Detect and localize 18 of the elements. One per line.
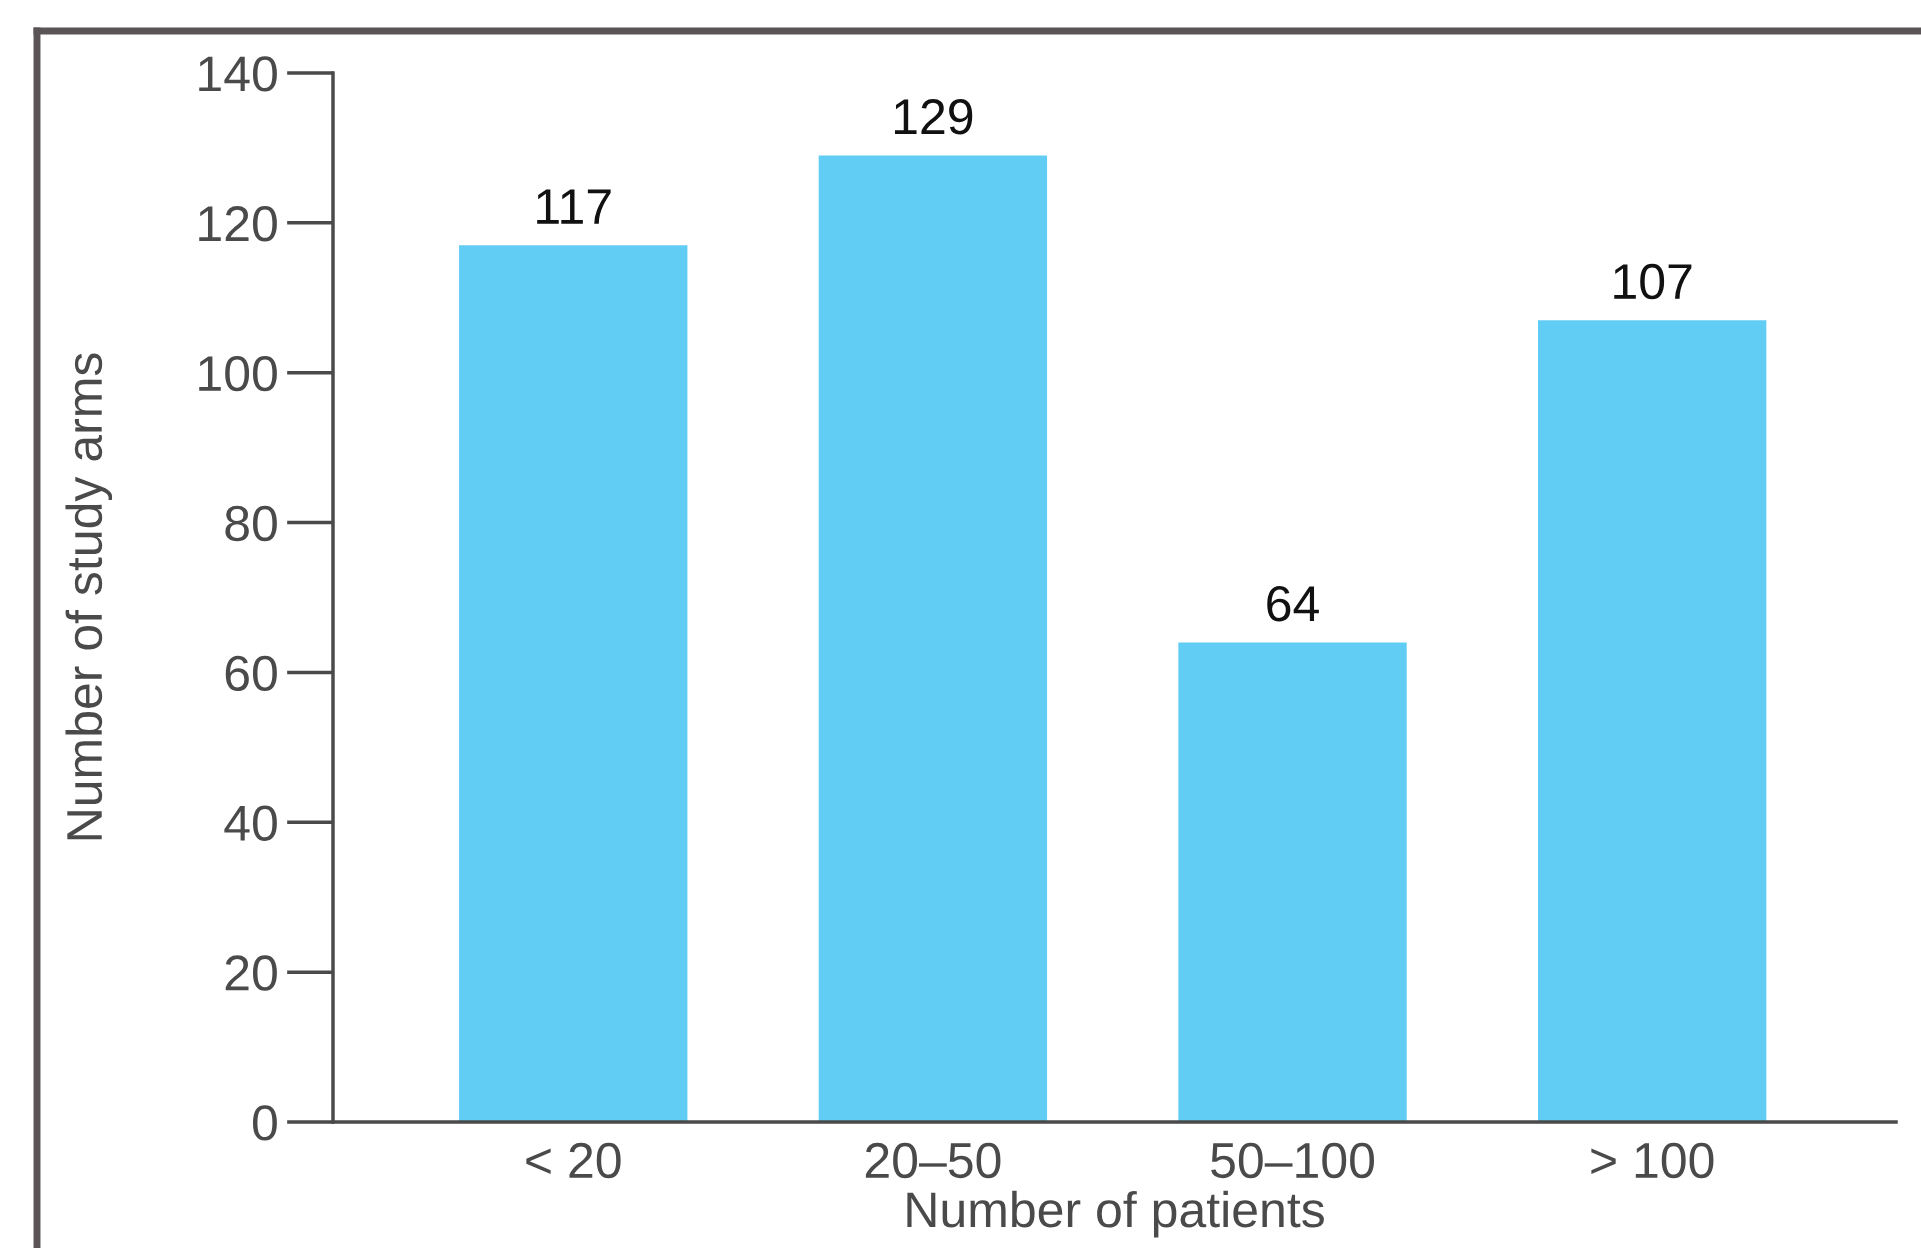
x-tick-label: > 100 [1591, 1142, 1714, 1179]
y-tick-label: 60 [225, 655, 277, 692]
y-tick-label: 120 [199, 206, 277, 242]
y-axis-title: Number of study arms [65, 353, 113, 840]
y-tick-label: 140 [199, 56, 277, 92]
data-label: 129 [894, 99, 973, 135]
data-label: 107 [1614, 263, 1692, 300]
y-tick-label: 100 [199, 355, 277, 392]
data-label: 64 [1267, 586, 1319, 622]
x-tick-label: 50–100 [1211, 1142, 1374, 1179]
data-label: 117 [537, 189, 611, 224]
y-tick-label: 80 [225, 505, 277, 542]
y-tick-label: 0 [252, 1105, 277, 1141]
x-tick-label: < 20 [526, 1142, 621, 1179]
x-tick-label: 20–50 [865, 1142, 1001, 1179]
y-tick-label: 40 [224, 805, 277, 841]
y-tick-label: 20 [225, 955, 277, 991]
x-axis-title: Number of patients [907, 1190, 1324, 1238]
